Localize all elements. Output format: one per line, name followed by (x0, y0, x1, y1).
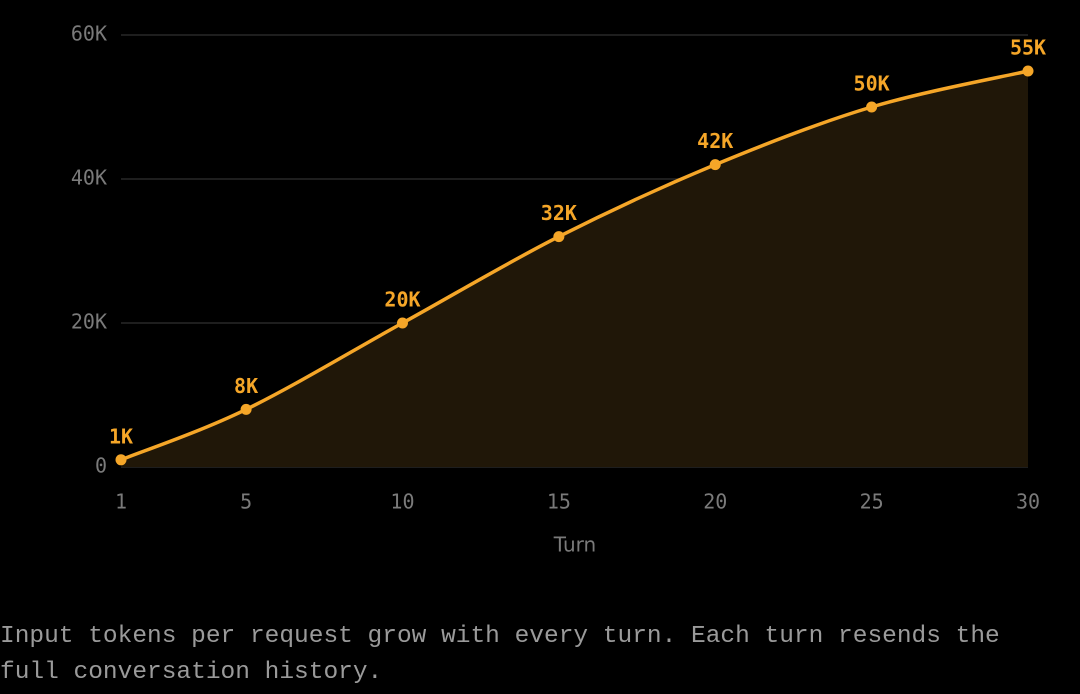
x-tick-label: 5 (240, 490, 252, 514)
point (396, 317, 408, 329)
point (115, 454, 127, 466)
area (121, 71, 1028, 467)
x-tick-label: 30 (1016, 490, 1040, 514)
value-label: 8K (234, 374, 258, 398)
x-tick-label: 1 (115, 490, 127, 514)
value-label: 20K (384, 288, 420, 312)
point (866, 101, 878, 113)
y-tick-label: 60K (71, 22, 107, 46)
x-tick-label: 20 (703, 490, 727, 514)
point (240, 403, 252, 415)
x-tick-label: 10 (390, 490, 414, 514)
caption: Input tokens per request grow with every… (0, 623, 1000, 686)
point (709, 159, 721, 171)
point (553, 231, 565, 243)
point (1022, 65, 1034, 77)
y-tick-label: 40K (71, 166, 107, 190)
x-tick-label: 15 (547, 490, 571, 514)
y-tick-label: 0 (95, 454, 107, 478)
value-label: 50K (854, 72, 890, 96)
x-axis-title: Turn (553, 533, 596, 557)
value-label: 55K (1010, 36, 1046, 60)
x-tick-label: 25 (860, 490, 884, 514)
y-tick-label: 20K (71, 310, 107, 334)
value-label: 42K (697, 129, 733, 153)
value-label: 32K (541, 201, 577, 225)
value-label: 1K (109, 424, 133, 448)
